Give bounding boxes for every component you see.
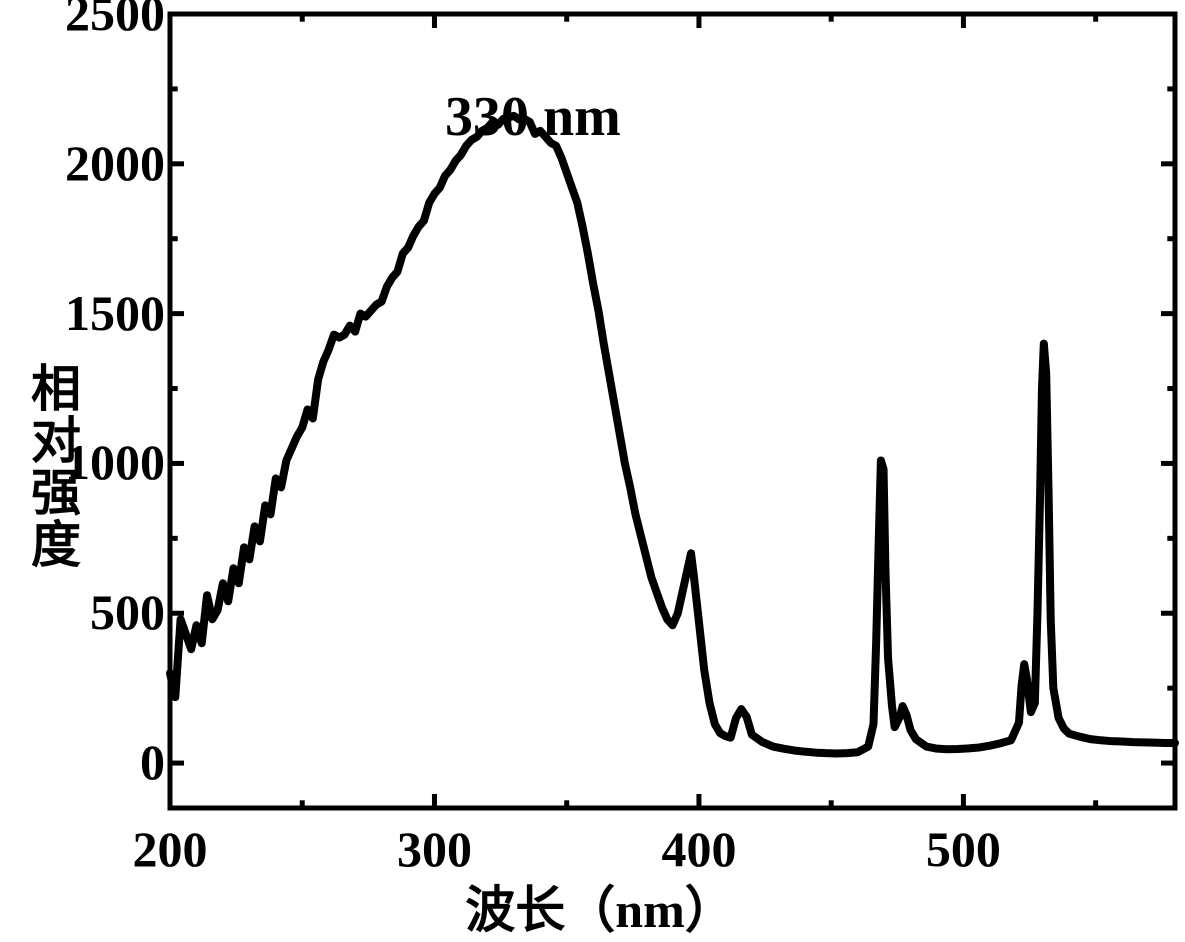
y-tick-label: 2000 [65, 134, 165, 192]
y-tick-label: 0 [140, 733, 165, 791]
spectrum-line [170, 116, 1175, 754]
y-tick-label: 500 [90, 583, 165, 641]
x-tick-label: 300 [397, 820, 472, 878]
y-tick-label: 1000 [65, 433, 165, 491]
x-tick-label: 400 [661, 820, 736, 878]
y-tick-label: 2500 [65, 0, 165, 42]
spectrum-chart: 相对强度 波长（nm） 330 nm 05001000150020002500 … [0, 0, 1185, 932]
y-tick-label: 1500 [65, 284, 165, 342]
x-tick-label: 500 [926, 820, 1001, 878]
x-tick-label: 200 [133, 820, 208, 878]
plot-svg [0, 0, 1185, 932]
